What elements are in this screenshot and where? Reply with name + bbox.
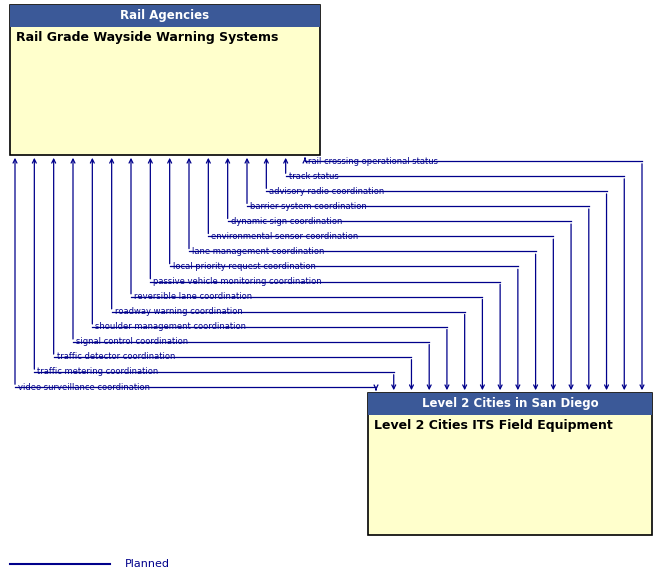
Text: rail crossing operational status: rail crossing operational status xyxy=(308,156,438,165)
Bar xyxy=(10,5,320,155)
Text: Level 2 Cities ITS Field Equipment: Level 2 Cities ITS Field Equipment xyxy=(374,419,613,432)
Bar xyxy=(10,5,320,27)
Text: advisory radio coordination: advisory radio coordination xyxy=(269,186,385,196)
Text: traffic detector coordination: traffic detector coordination xyxy=(56,352,175,362)
Text: Rail Agencies: Rail Agencies xyxy=(121,9,210,22)
Text: Planned: Planned xyxy=(125,559,170,569)
Text: traffic metering coordination: traffic metering coordination xyxy=(37,367,158,376)
Text: Rail Grade Wayside Warning Systems: Rail Grade Wayside Warning Systems xyxy=(16,31,278,44)
Text: shoulder management coordination: shoulder management coordination xyxy=(95,322,247,331)
Bar xyxy=(368,393,652,415)
Text: passive vehicle monitoring coordination: passive vehicle monitoring coordination xyxy=(153,277,322,286)
Text: Level 2 Cities in San Diego: Level 2 Cities in San Diego xyxy=(422,397,598,411)
Text: track status: track status xyxy=(288,172,338,180)
Text: environmental sensor coordination: environmental sensor coordination xyxy=(211,232,359,241)
Text: signal control coordination: signal control coordination xyxy=(76,338,188,346)
Text: dynamic sign coordination: dynamic sign coordination xyxy=(231,217,342,226)
Text: local priority request coordination: local priority request coordination xyxy=(172,262,316,271)
Text: reversible lane coordination: reversible lane coordination xyxy=(134,292,252,301)
Text: barrier system coordination: barrier system coordination xyxy=(250,202,367,211)
Bar xyxy=(368,393,652,535)
Text: video surveillance coordination: video surveillance coordination xyxy=(18,383,150,391)
Text: lane management coordination: lane management coordination xyxy=(192,247,324,256)
Text: roadway warning coordination: roadway warning coordination xyxy=(115,307,243,316)
